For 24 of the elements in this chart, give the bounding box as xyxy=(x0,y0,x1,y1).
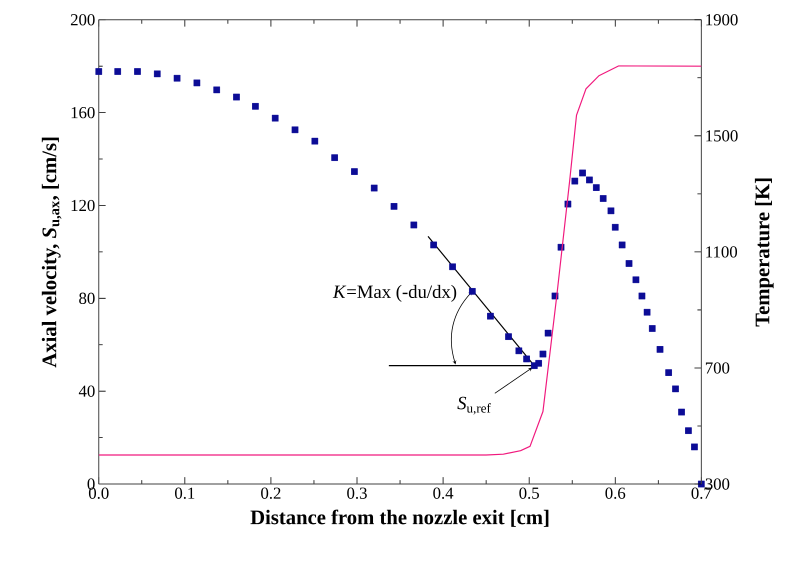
y2-axis-title: Temperature [K] xyxy=(754,178,774,326)
y-tick-label: 0 xyxy=(88,478,95,490)
y2-tick-label: 1500 xyxy=(706,130,738,142)
y-axis-title: Axial velocity, S$_{u,ax}$, [cm/s] xyxy=(42,138,62,368)
y2-tick-label: 1900 xyxy=(706,14,738,26)
annotation: K=Max (-du/dx) xyxy=(332,284,456,302)
x-tick-label: 0.7 xyxy=(692,488,712,499)
y-tick-label: 200 xyxy=(70,14,95,26)
y2-tick-label: 1100 xyxy=(706,246,738,258)
x-tick-label: 0.5 xyxy=(519,488,539,499)
x-tick-label: 0.6 xyxy=(605,488,626,499)
y2-tick-label: 300 xyxy=(706,478,730,490)
y-tick-label: 40 xyxy=(78,386,95,397)
x-tick-label: 0.2 xyxy=(261,488,280,499)
x-tick-label: 0.1 xyxy=(175,488,194,499)
y-tick-label: 80 xyxy=(79,292,95,304)
x-tick-label: 0.4 xyxy=(433,488,454,499)
x-tick-label: 0.3 xyxy=(347,488,367,499)
y-tick-label: 120 xyxy=(72,200,95,212)
x-tick-label: 0.0 xyxy=(88,488,109,499)
y-tick-label: 160 xyxy=(72,106,95,118)
x-axis-title: Distance from the nozzle exit [cm] xyxy=(250,510,548,527)
annotation: S$_{u,ref}$ xyxy=(457,396,491,415)
y2-tick-label: 700 xyxy=(706,362,730,374)
